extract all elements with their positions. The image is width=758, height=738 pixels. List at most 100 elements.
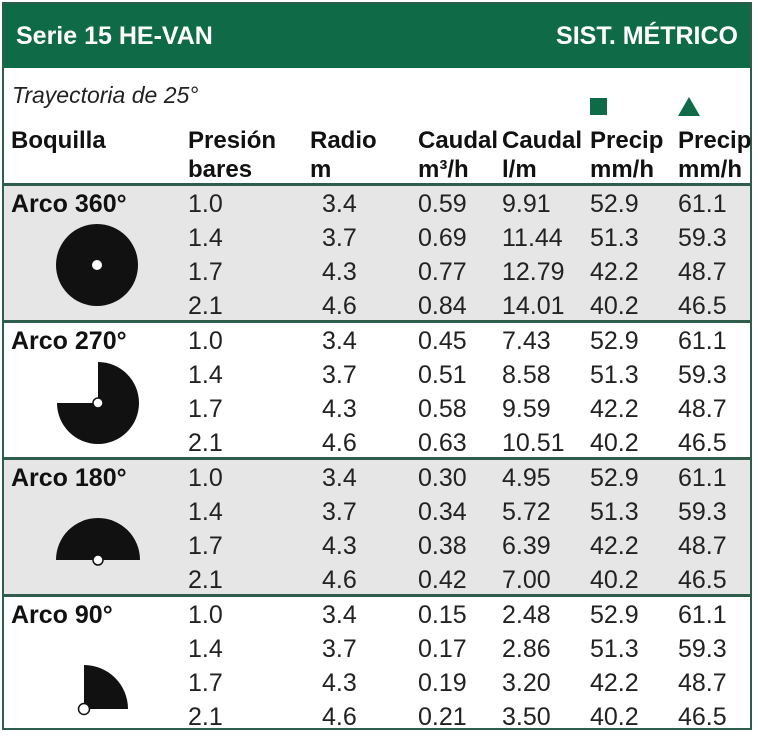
precip-triangle-cell: 61.1 [678, 190, 727, 218]
precip-square-cell: 51.3 [590, 224, 639, 252]
radius-cell: 4.3 [322, 532, 357, 560]
precip-square-cell: 51.3 [590, 361, 639, 389]
precip-triangle-cell: 48.7 [678, 669, 727, 697]
flow-lm-cell: 9.91 [502, 190, 551, 218]
flow-m3-cell: 0.51 [418, 361, 467, 389]
radius-cell: 3.7 [322, 224, 357, 252]
precip-triangle-cell: 46.5 [678, 566, 727, 594]
pressure-cell: 1.7 [188, 669, 223, 697]
radius-cell: 3.4 [322, 327, 357, 355]
table-row: 1.0 3.4 0.15 2.48 52.9 61.1 [4, 598, 750, 632]
header-divider [4, 183, 750, 186]
precip-triangle-cell: 59.3 [678, 498, 727, 526]
col-header-flow-lm: Caudal l/m [502, 126, 582, 184]
flow-m3-cell: 0.69 [418, 224, 467, 252]
pressure-cell: 1.0 [188, 601, 223, 629]
col-header-precip-triangle-line2: mm/h [678, 156, 743, 183]
precip-square-cell: 51.3 [590, 635, 639, 663]
precip-square-cell: 52.9 [590, 190, 639, 218]
flow-lm-cell: 7.43 [502, 327, 551, 355]
col-header-radius-line2: m [310, 156, 332, 183]
precip-square-cell: 52.9 [590, 601, 639, 629]
pressure-cell: 1.4 [188, 361, 223, 389]
pressure-cell: 1.0 [188, 327, 223, 355]
flow-lm-cell: 9.59 [502, 395, 551, 423]
flow-m3-cell: 0.63 [418, 429, 467, 457]
precip-triangle-cell: 61.1 [678, 327, 727, 355]
pressure-cell: 2.1 [188, 292, 223, 320]
col-header-precip-square: Precip mm/h [590, 126, 663, 184]
flow-lm-cell: 5.72 [502, 498, 551, 526]
arc-270-icon [56, 359, 142, 454]
precip-square-cell: 52.9 [590, 327, 639, 355]
group-divider [4, 594, 750, 597]
flow-lm-cell: 6.39 [502, 532, 551, 560]
table-row: 2.1 4.6 0.84 14.01 40.2 46.5 [4, 289, 750, 323]
radius-cell: 3.7 [322, 361, 357, 389]
flow-m3-cell: 0.34 [418, 498, 467, 526]
precip-triangle-cell: 46.5 [678, 429, 727, 457]
col-header-nozzle: Boquilla [11, 127, 106, 154]
flow-m3-cell: 0.21 [418, 703, 467, 731]
arc-180-icon [54, 516, 142, 573]
radius-cell: 4.3 [322, 669, 357, 697]
table-row: 2.1 4.6 0.21 3.50 40.2 46.5 [4, 700, 750, 734]
square-icon [590, 98, 607, 115]
precip-triangle-cell: 46.5 [678, 292, 727, 320]
radius-cell: 4.6 [322, 703, 357, 731]
pressure-cell: 2.1 [188, 566, 223, 594]
radius-cell: 4.3 [322, 395, 357, 423]
arc-90-icon [76, 657, 128, 722]
table-row: 2.1 4.6 0.42 7.00 40.2 46.5 [4, 563, 750, 597]
pressure-cell: 1.7 [188, 395, 223, 423]
flow-m3-cell: 0.17 [418, 635, 467, 663]
arc-label: Arco 90° [11, 601, 113, 629]
col-header-flow-m3-line2: m³/h [418, 156, 469, 183]
table-row: 1.0 3.4 0.45 7.43 52.9 61.1 [4, 324, 750, 358]
col-header-radius: Radio m [310, 126, 377, 184]
col-header-pressure-line2: bares [188, 156, 253, 183]
spec-table: Serie 15 HE-VAN SIST. MÉTRICO Trayectori… [2, 2, 752, 731]
group-divider [4, 320, 750, 323]
precip-triangle-cell: 48.7 [678, 395, 727, 423]
table-row: 1.0 3.4 0.30 4.95 52.9 61.1 [4, 461, 750, 495]
table-row: 1.4 3.7 0.17 2.86 51.3 59.3 [4, 632, 750, 666]
radius-cell: 3.7 [322, 498, 357, 526]
col-header-flow-m3-line1: Caudal [418, 127, 499, 154]
flow-lm-cell: 3.50 [502, 703, 551, 731]
col-header-precip-triangle: Precip mm/h [678, 126, 751, 184]
flow-m3-cell: 0.58 [418, 395, 467, 423]
pressure-cell: 1.7 [188, 258, 223, 286]
flow-lm-cell: 11.44 [502, 224, 563, 252]
flow-lm-cell: 14.01 [502, 292, 565, 320]
precip-square-cell: 42.2 [590, 532, 639, 560]
arc-360-icon [54, 222, 140, 313]
flow-m3-cell: 0.38 [418, 532, 467, 560]
triangle-icon [678, 97, 700, 116]
precip-square-cell: 40.2 [590, 429, 639, 457]
precip-triangle-cell: 59.3 [678, 635, 727, 663]
table-row: 1.4 3.7 0.51 8.58 51.3 59.3 [4, 358, 750, 392]
flow-m3-cell: 0.30 [418, 464, 467, 492]
precip-square-cell: 40.2 [590, 292, 639, 320]
precip-triangle-cell: 59.3 [678, 361, 727, 389]
col-header-precip-square-line1: Precip [590, 127, 664, 154]
col-header-precip-triangle-line1: Precip [678, 127, 752, 154]
table-row: 1.4 3.7 0.34 5.72 51.3 59.3 [4, 495, 750, 529]
precip-square-cell: 42.2 [590, 395, 639, 423]
measurement-system: SIST. MÉTRICO [556, 22, 738, 50]
flow-lm-cell: 2.48 [502, 601, 551, 629]
pressure-cell: 1.4 [188, 635, 223, 663]
precip-triangle-cell: 59.3 [678, 224, 727, 252]
flow-lm-cell: 8.58 [502, 361, 551, 389]
flow-m3-cell: 0.42 [418, 566, 467, 594]
flow-m3-cell: 0.77 [418, 258, 467, 286]
table-row: 1.7 4.3 0.38 6.39 42.2 48.7 [4, 529, 750, 563]
radius-cell: 3.4 [322, 464, 357, 492]
col-header-flow-m3: Caudal m³/h [418, 126, 498, 184]
col-header-pressure: Presión bares [188, 126, 276, 184]
pressure-cell: 2.1 [188, 429, 223, 457]
radius-cell: 4.6 [322, 429, 357, 457]
col-header-radius-line1: Radio [310, 127, 377, 154]
precip-triangle-cell: 48.7 [678, 532, 727, 560]
